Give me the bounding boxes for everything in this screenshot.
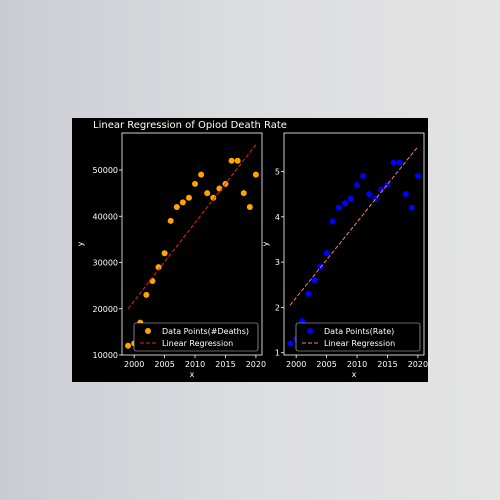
chart-1-data-point	[179, 199, 186, 206]
chart-2-data-point	[347, 195, 354, 202]
chart-1-data-point	[161, 250, 168, 257]
chart-2-data-point	[390, 159, 397, 166]
chart-2-data-point	[311, 277, 318, 284]
chart-1-data-point	[204, 190, 211, 197]
chart-2-data-point	[396, 159, 403, 166]
chart-2-data-point	[354, 182, 361, 189]
chart-1-xtick-label: 2000	[124, 360, 144, 369]
chart-2-data-point	[360, 173, 367, 180]
chart-1-data-point	[192, 180, 199, 187]
chart-1-legend-label: Linear Regression	[162, 339, 233, 348]
charts-svg: 2000 2005 2010 2015 2020 10000 20000 30000 40000…	[76, 132, 428, 379]
chart-1-ytick-label: 40000	[93, 212, 118, 221]
chart-2-data-point	[378, 186, 385, 193]
chart-2-xtick-label: 2015	[377, 360, 397, 369]
chart-1-data-point	[143, 291, 150, 298]
chart-2-data-point	[287, 340, 294, 347]
chart-1-xtick-label: 2020	[246, 360, 266, 369]
chart-1-legend-label: Data Points(#Deaths)	[162, 327, 249, 336]
chart-1-ylabel: y	[76, 241, 85, 246]
chart-2-ylabel: y	[261, 241, 270, 246]
chart-1-data-point	[149, 278, 156, 284]
chart-2-data-point	[305, 290, 312, 297]
chart-2-legend-point-swatch	[307, 328, 313, 334]
chart-2-regression-line	[289, 146, 419, 306]
chart-1-ytick-label: 20000	[93, 305, 118, 314]
chart-1-ytick-label: 30000	[93, 259, 118, 268]
chart-1-xtick-label: 2010	[185, 360, 205, 369]
chart-1-data-point	[185, 194, 192, 201]
chart-2-ytick-label: 5	[275, 168, 280, 177]
chart-1-data-point	[228, 157, 235, 164]
chart-1-data-point	[240, 190, 247, 197]
chart-2-ytick-label: 2	[275, 303, 280, 312]
chart-2-data-point	[329, 218, 336, 225]
chart-1-legend-box	[133, 322, 259, 352]
chart-1-legend-point-swatch	[145, 328, 151, 334]
chart-2-data-point	[402, 191, 409, 198]
chart-1-data-point	[210, 194, 217, 201]
chart-2-legend-label: Data Points(Rate)	[324, 327, 394, 336]
chart-1-data-point	[167, 217, 174, 224]
chart-2-xtick-label: 2000	[286, 360, 306, 369]
chart-1-data-point	[173, 204, 180, 210]
chart-2-data-point	[408, 204, 415, 211]
chart-2-data-point	[323, 250, 330, 257]
figure: 2000 2005 2010 2015 2020 10000 20000 30000 40000…	[72, 118, 428, 382]
chart-1-xtick-label: 2015	[215, 360, 235, 369]
chart-2-legend-box	[295, 322, 421, 352]
chart-2-xlabel: x	[352, 370, 357, 379]
chart-2-data-point	[299, 318, 306, 325]
chart-2-data-point	[414, 173, 421, 180]
chart-1-regression-line	[127, 144, 257, 310]
chart-2-legend-label: Linear Regression	[324, 339, 395, 348]
figure-title: Linear Regression of Opiod Death Rate	[93, 120, 287, 131]
chart-2-xtick-label: 2010	[347, 360, 367, 369]
chart-1-ytick-label: 10000	[93, 351, 118, 360]
chart-1-data-point	[234, 157, 241, 164]
chart-1-xlabel: x	[190, 370, 195, 379]
chart-2-data-point	[335, 204, 342, 211]
chart-2-ytick-label: 4	[275, 213, 280, 222]
chart-1-xtick-label: 2005	[154, 360, 174, 369]
chart-1-ytick-label: 50000	[93, 166, 118, 175]
chart-2-ytick-label: 3	[275, 258, 280, 267]
chart-2-xtick-label: 2020	[408, 360, 428, 369]
chart-1-data-point	[246, 204, 253, 210]
chart-2-axes-frame	[283, 132, 425, 356]
chart-2-data-point	[366, 191, 373, 198]
chart-1-data-point	[155, 264, 162, 271]
chart-2-ytick-label: 1	[275, 349, 280, 358]
chart-1-axes-frame	[121, 132, 263, 356]
chart-2-xtick-label: 2005	[316, 360, 336, 369]
chart-1-data-point	[125, 342, 132, 349]
chart-1-data-point	[252, 171, 259, 178]
chart-2-data-point	[341, 200, 348, 207]
chart-1-data-point	[198, 171, 205, 178]
